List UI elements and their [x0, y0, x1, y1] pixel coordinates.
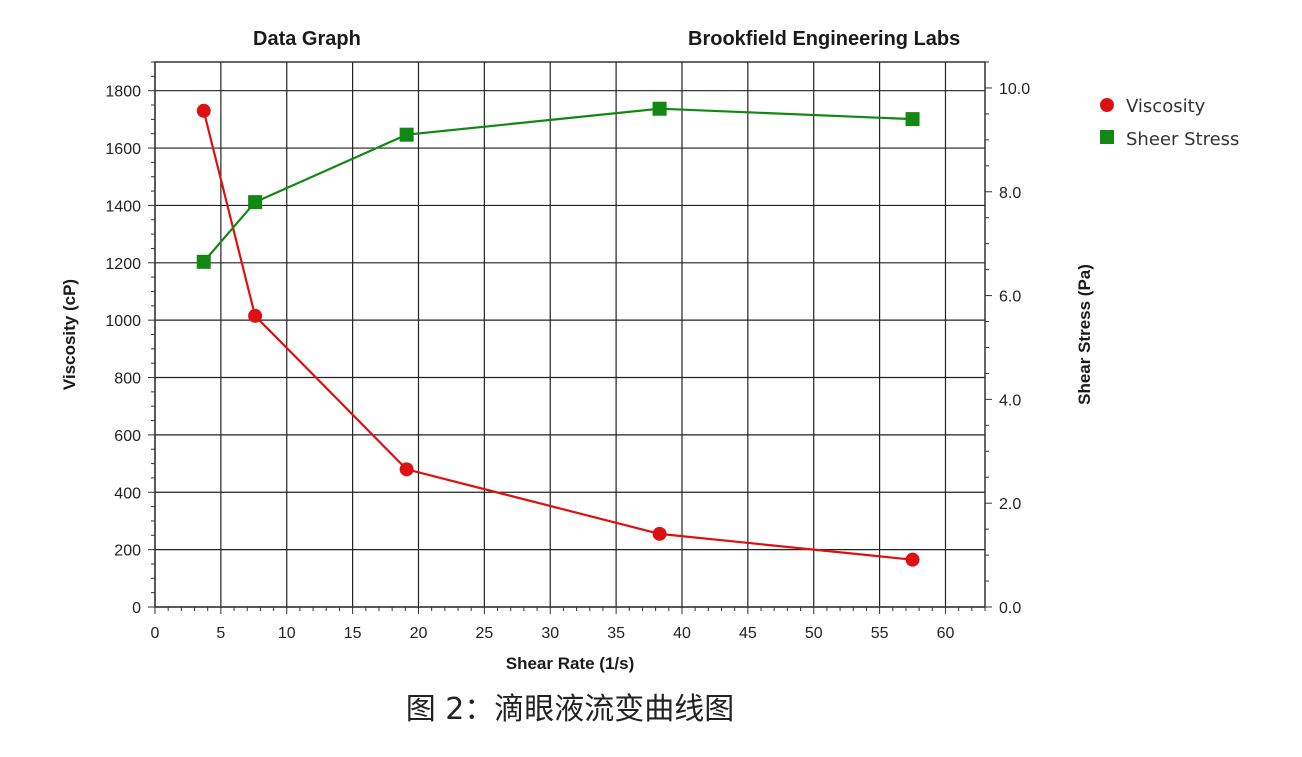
x-tick-label: 50 — [805, 625, 823, 642]
legend: Viscosity Sheer Stress — [1100, 96, 1239, 150]
data-point-sheer-stress — [905, 112, 920, 127]
y-tick-label-left: 0 — [132, 600, 141, 617]
data-point-viscosity — [248, 308, 263, 323]
y-tick-label-left: 400 — [114, 485, 141, 502]
data-point-sheer-stress — [196, 254, 211, 269]
axes: 0 5 10 15 20 25 30 35 40 45 50 55 600200400600800100… — [105, 61, 1030, 642]
data-point-sheer-stress — [248, 195, 263, 210]
x-tick-label: 45 — [739, 625, 757, 642]
series-layer — [196, 101, 920, 567]
y-tick-label-left: 800 — [114, 371, 141, 388]
x-tick-label: 40 — [673, 625, 691, 642]
y-tick-label-left: 600 — [114, 428, 141, 445]
y-tick-label-left: 1800 — [105, 84, 141, 101]
legend-marker-sheer-stress — [1100, 130, 1114, 144]
chart-title-left: Data Graph — [253, 28, 361, 50]
data-point-sheer-stress — [399, 127, 414, 142]
y-tick-label-right: 6.0 — [999, 289, 1021, 306]
data-point-viscosity — [399, 462, 414, 477]
data-point-viscosity — [905, 552, 920, 567]
x-tick-label: 55 — [871, 625, 889, 642]
y-tick-label-left: 1200 — [105, 256, 141, 273]
y-tick-label-right: 10.0 — [999, 81, 1030, 98]
data-point-sheer-stress — [652, 101, 667, 116]
x-tick-label: 35 — [607, 625, 625, 642]
y-tick-label-left: 1000 — [105, 313, 141, 330]
x-tick-label: 20 — [410, 625, 428, 642]
x-tick-label: 10 — [278, 625, 296, 642]
data-point-viscosity — [652, 526, 667, 541]
y-tick-label-right: 4.0 — [999, 392, 1021, 409]
data-point-viscosity — [196, 103, 211, 118]
legend-label-viscosity: Viscosity — [1126, 96, 1206, 117]
y-tick-label-left: 200 — [114, 543, 141, 560]
y-tick-label-left: 1600 — [105, 141, 141, 158]
x-axis-label: Shear Rate (1/s) — [506, 654, 635, 673]
x-tick-label: 5 — [216, 625, 225, 642]
x-tick-label: 0 — [151, 625, 160, 642]
x-tick-label: 30 — [541, 625, 559, 642]
x-tick-label: 25 — [475, 625, 493, 642]
x-tick-label: 60 — [937, 625, 955, 642]
y-tick-label-right: 2.0 — [999, 496, 1021, 513]
x-tick-label: 15 — [344, 625, 362, 642]
y-axis-label-left: Viscosity (cP) — [60, 279, 79, 390]
figure-caption: 图 2：滴眼液流变曲线图 — [405, 692, 735, 727]
chart-title-right: Brookfield Engineering Labs — [688, 28, 960, 50]
y-axis-label-right: Shear Stress (Pa) — [1075, 264, 1094, 405]
legend-marker-viscosity — [1100, 98, 1114, 112]
legend-label-sheer-stress: Sheer Stress — [1126, 129, 1239, 150]
y-tick-label-right: 8.0 — [999, 185, 1021, 202]
y-tick-label-left: 1400 — [105, 198, 141, 215]
y-tick-label-right: 0.0 — [999, 600, 1021, 617]
